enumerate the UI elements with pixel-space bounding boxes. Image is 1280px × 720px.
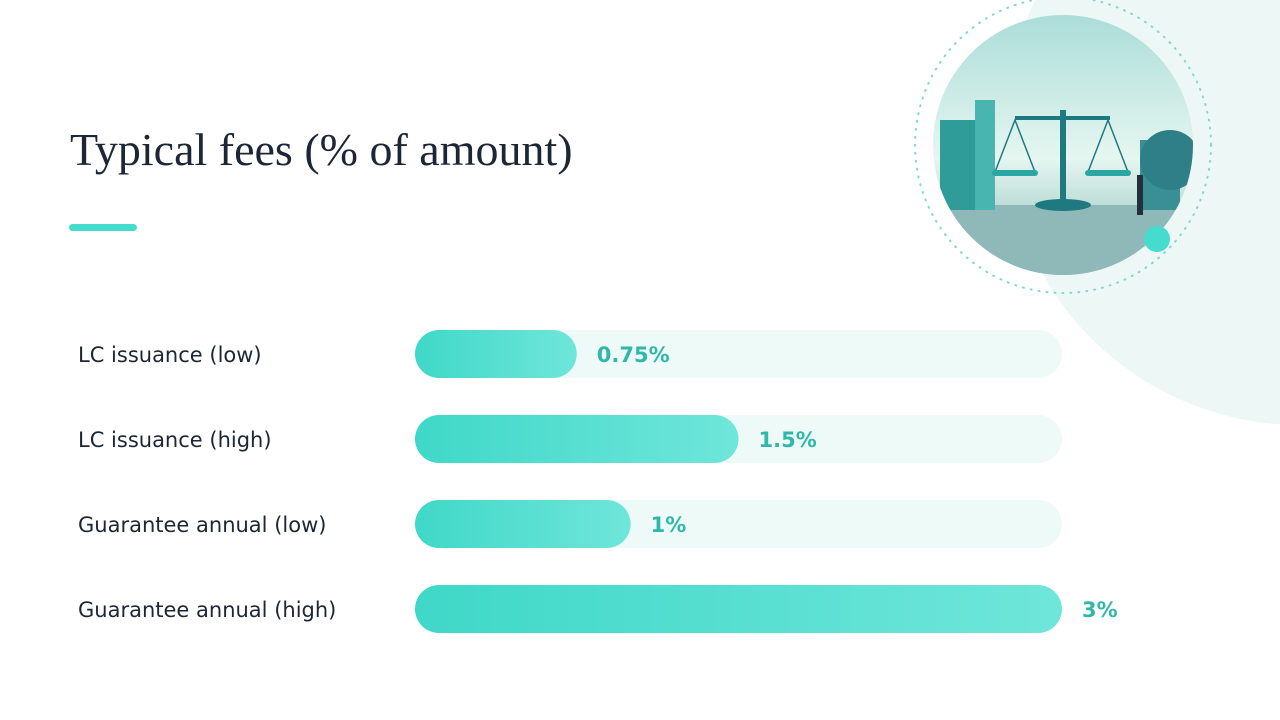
category-label: Guarantee annual (high) xyxy=(78,598,336,622)
dotted-ring xyxy=(914,0,1212,294)
bar-track xyxy=(415,330,1062,378)
chart-title: Typical fees (% of amount) xyxy=(70,124,573,175)
category-label: LC issuance (high) xyxy=(78,428,272,452)
bar xyxy=(415,585,1062,633)
category-label: LC issuance (low) xyxy=(78,343,262,367)
value-label: 3% xyxy=(1082,598,1118,622)
value-label: 0.75% xyxy=(597,343,670,367)
bar xyxy=(415,500,631,548)
bar xyxy=(415,415,739,463)
value-label: 1% xyxy=(651,513,687,537)
bar xyxy=(415,330,577,378)
title-underline xyxy=(69,224,137,231)
value-label: 1.5% xyxy=(759,428,817,452)
category-label: Guarantee annual (low) xyxy=(78,513,326,537)
accent-dot xyxy=(1144,226,1170,252)
